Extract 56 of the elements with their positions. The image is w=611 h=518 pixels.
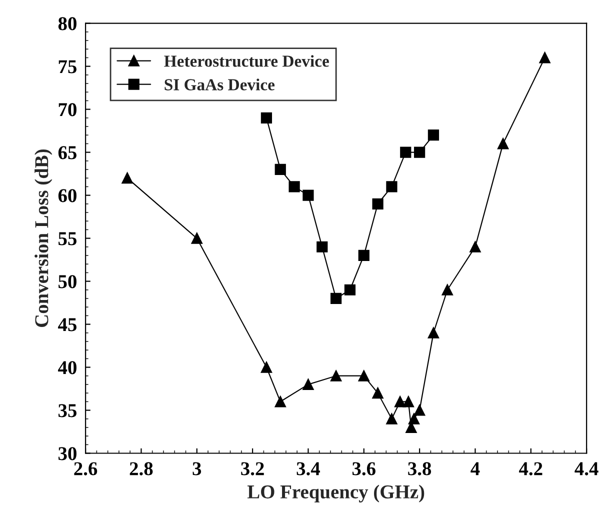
point: [372, 198, 384, 210]
point: [386, 181, 398, 192]
point: [288, 181, 300, 192]
x-tick-label: 3.6: [352, 462, 376, 476]
point: [428, 130, 440, 141]
point: [498, 138, 509, 150]
y-tick-label: 45: [58, 318, 76, 332]
point: [302, 190, 314, 201]
y-tick-label: 60: [58, 189, 76, 202]
point: [386, 413, 398, 424]
x-tick-label: 4.2: [519, 462, 542, 476]
y-tick-label: 70: [58, 103, 76, 116]
point: [400, 146, 412, 158]
point: [402, 396, 414, 408]
point: [408, 413, 420, 424]
x-axis-title: LO Frequency (GHz): [247, 484, 424, 502]
point: [358, 370, 370, 382]
point: [274, 396, 286, 408]
point: [358, 250, 370, 262]
legend-label: SI GaAs Device: [164, 78, 275, 90]
y-tick-label: 30: [58, 447, 76, 460]
legend-label: Heterostructure Device: [164, 55, 329, 67]
point: [260, 362, 272, 373]
x-tick-label: 3.2: [241, 462, 264, 476]
y-tick-label: 35: [58, 404, 76, 418]
point: [539, 52, 550, 64]
point: [414, 404, 426, 416]
point: [302, 378, 314, 390]
point: [274, 164, 286, 176]
y-tick-label: 75: [58, 60, 76, 74]
point: [316, 241, 328, 252]
x-tick-label: 3.8: [408, 462, 432, 476]
x-tick-label: 3.4: [296, 462, 320, 476]
y-tick-label: 55: [58, 232, 76, 246]
y-tick-label: 50: [58, 275, 76, 288]
y-axis-title: Conversion Loss (dB): [34, 149, 52, 328]
point: [122, 172, 133, 184]
point: [372, 388, 384, 399]
point: [344, 284, 356, 296]
y-tick-label: 80: [58, 17, 76, 30]
x-tick-label: 2.6: [74, 462, 98, 476]
x-tick-label: 4: [470, 462, 480, 476]
point: [414, 146, 426, 158]
x-tick-label: 4.4: [574, 462, 598, 476]
point: [394, 396, 406, 408]
point: [470, 241, 481, 252]
y-tick-label: 65: [58, 146, 76, 160]
x-tick-label: 2.8: [130, 462, 153, 476]
point: [442, 284, 453, 296]
x-tick-label: 3: [192, 462, 202, 476]
point: [330, 292, 342, 304]
point: [260, 112, 272, 124]
point: [330, 370, 342, 382]
y-tick-label: 40: [58, 361, 76, 374]
point: [428, 327, 440, 338]
point: [191, 232, 202, 244]
